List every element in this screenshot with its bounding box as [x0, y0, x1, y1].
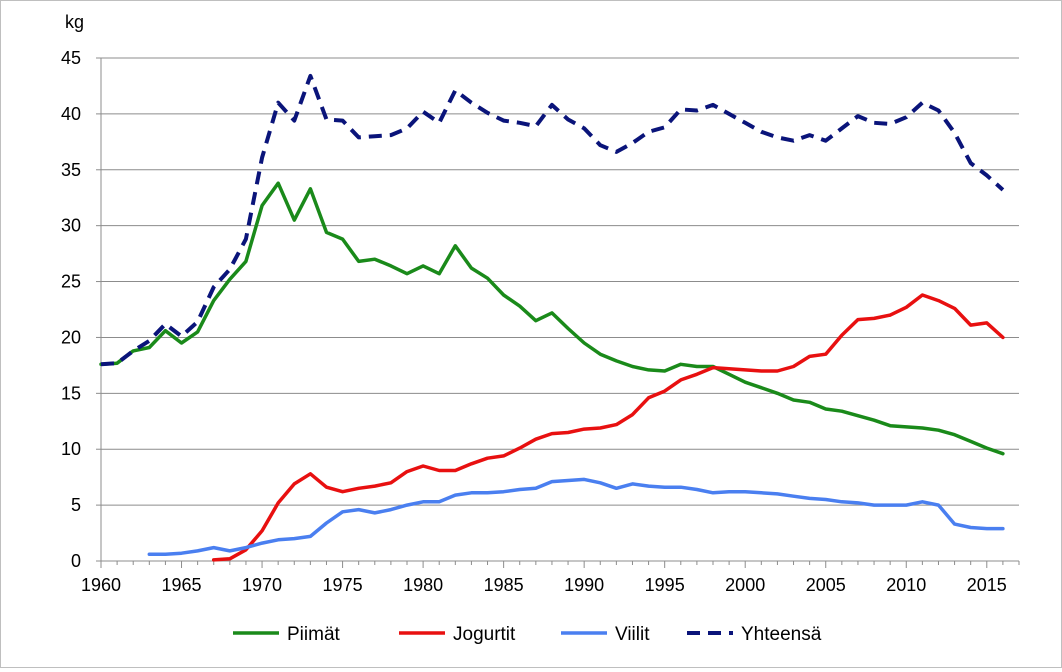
legend-label: Yhteensä [741, 624, 822, 645]
legend: Piimät Jogurtit Viilit Yhteensä [233, 624, 822, 645]
axes [96, 57, 1020, 568]
y-tick-label: 45 [61, 48, 81, 68]
y-tick-label: 40 [61, 104, 81, 124]
x-tick-label: 1985 [484, 575, 524, 595]
x-tick-label: 1960 [81, 575, 121, 595]
series-line-piimät [99, 181, 1005, 456]
x-tick-label: 2010 [886, 575, 926, 595]
legend-label: Jogurtit [453, 624, 516, 645]
legend-label: Viilit [615, 624, 650, 645]
x-tick-label: 2015 [967, 575, 1007, 595]
series-line-viilit [147, 477, 1005, 557]
x-tick-label: 1990 [564, 575, 604, 595]
y-tick-label: 10 [61, 439, 81, 459]
x-tick-label: 1965 [162, 575, 202, 595]
x-tick-labels: 1960 1965 1970 1975 1980 1985 1990 1995 2000 2005… [81, 575, 1007, 595]
x-tick-label: 1975 [323, 575, 363, 595]
series-line-yhteensä [100, 73, 1005, 367]
gridlines [101, 57, 1019, 506]
y-tick-label: 30 [61, 216, 81, 236]
x-tick-label: 1970 [242, 575, 282, 595]
y-tick-label: 15 [61, 383, 81, 403]
x-tick-label: 1980 [403, 575, 443, 595]
y-axis-label: kg [65, 12, 84, 32]
y-tick-labels: 0 5 10 15 20 25 30 35 40 45 [61, 48, 81, 571]
x-tick-label: 2005 [806, 575, 846, 595]
y-tick-label: 0 [71, 551, 81, 571]
y-tick-label: 20 [61, 327, 81, 347]
series-lines [99, 73, 1005, 562]
y-tick-label: 25 [61, 272, 81, 292]
legend-label: Piimät [287, 624, 341, 645]
y-tick-label: 35 [61, 160, 81, 180]
series-line-jogurtit [211, 293, 1005, 562]
y-tick-label: 5 [71, 495, 81, 515]
x-tick-label: 2000 [725, 575, 765, 595]
x-tick-label: 1995 [645, 575, 685, 595]
